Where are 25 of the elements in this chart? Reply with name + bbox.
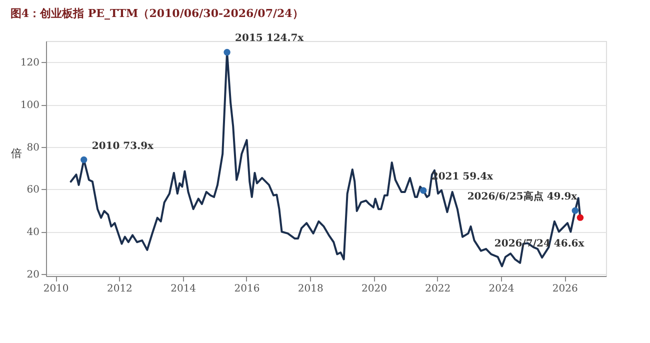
y-tick-label: 60 — [26, 184, 40, 196]
x-tick-label: 2016 — [234, 284, 260, 294]
x-tick-label: 2012 — [106, 284, 132, 294]
y-tick-label: 20 — [26, 269, 40, 280]
annotation: 2015 124.7x — [235, 33, 305, 44]
y-tick-label: 80 — [26, 142, 40, 154]
point — [572, 207, 578, 214]
x-tick-label: 2014 — [170, 284, 196, 294]
x-tick-label: 2020 — [362, 284, 387, 294]
x-tick-label: 2024 — [488, 284, 514, 294]
x-tick-label: 2022 — [425, 284, 451, 294]
point — [224, 48, 230, 56]
x-tick-label: 2010 — [43, 284, 69, 294]
point — [576, 214, 584, 221]
y-tick-label: 100 — [20, 100, 40, 112]
point — [80, 156, 88, 164]
y-tick-label: 120 — [20, 58, 40, 69]
annotation: 2026/6/25高点 49.9x — [467, 190, 578, 203]
y-tick-label: 40 — [26, 227, 40, 238]
y-axis-title: 倍 — [10, 147, 22, 160]
chart-title: 图4：创业板指 PE_TTM（2010/06/30-2026/07/24） — [10, 7, 304, 20]
x-tick-label: 2018 — [298, 284, 324, 294]
annotation: 2010 73.9x — [92, 140, 155, 152]
x-tick-label: 2026 — [552, 284, 578, 294]
point — [420, 187, 427, 194]
